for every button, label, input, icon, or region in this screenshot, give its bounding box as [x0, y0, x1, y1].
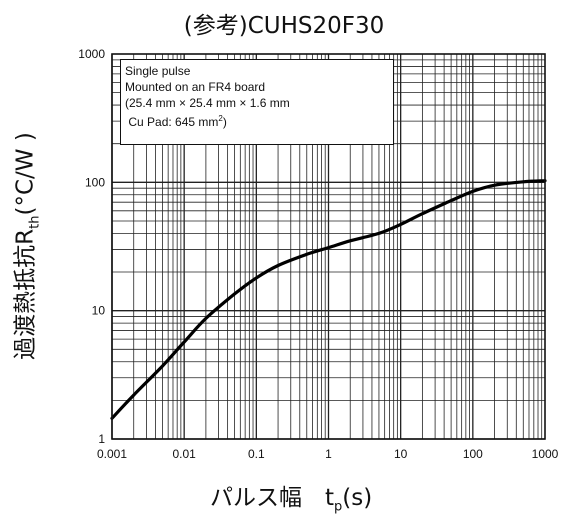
annotation-line-2: Mounted on an FR4 board [125, 80, 266, 94]
y-label-sub: th [27, 215, 43, 229]
y-tick-label: 1000 [78, 47, 105, 61]
x-tick-label: 10 [394, 447, 408, 461]
annotation-box: Single pulse Mounted on an FR4 board (25… [120, 59, 394, 145]
tick-labels: 0.001 0.01 0.1 1 10 100 1000 1 10 100 1000 [78, 47, 558, 461]
annotation-line-4: Cu Pad: 645 mm2) [125, 111, 393, 130]
chart-title: (参考)CUHS20F30 [183, 13, 385, 39]
x-tick-label: 0.001 [97, 447, 127, 461]
x-tick-label: 1 [325, 447, 332, 461]
x-label-unit: (s) [342, 485, 373, 511]
annotation-cu-pad: Cu Pad: 645 mm [128, 115, 219, 129]
series-line [110, 179, 547, 420]
x-label-main: パルス幅 t [210, 485, 335, 511]
annotation-line-3: (25.4 mm × 25.4 mm × 1.6 mm [125, 96, 290, 110]
y-axis-label: 過渡熱抵抗Rth(°C/W ) [6, 132, 43, 360]
x-tick-label: 0.01 [172, 447, 196, 461]
plot-frame [111, 53, 546, 440]
x-tick-label: 0.1 [248, 447, 265, 461]
annotation-close: ) [222, 115, 227, 129]
y-label-main: 過渡熱抵抗R [12, 228, 39, 360]
y-tick-label: 10 [92, 304, 106, 318]
y-tick-label: 1 [98, 432, 105, 446]
y-tick-label: 100 [85, 175, 105, 189]
annotation-superscript: 2 [218, 114, 223, 123]
y-label-unit: (°C/W ) [12, 132, 39, 216]
annotation-line-1: Single pulse [125, 64, 191, 78]
x-tick-label: 100 [463, 447, 483, 461]
x-axis-label: パルス幅 tp(s) [210, 478, 372, 515]
x-label-sub: p [334, 499, 343, 515]
series-lines [110, 179, 547, 420]
x-tick-label: 1000 [532, 447, 559, 461]
